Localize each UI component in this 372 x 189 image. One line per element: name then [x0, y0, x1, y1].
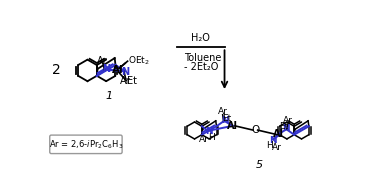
- Text: OEt$_2$: OEt$_2$: [128, 54, 150, 67]
- Text: H: H: [208, 132, 215, 142]
- Text: N: N: [269, 136, 276, 145]
- Text: Al: Al: [227, 121, 238, 131]
- Text: Al: Al: [273, 129, 283, 139]
- Text: 5: 5: [256, 160, 263, 170]
- FancyBboxPatch shape: [50, 135, 122, 154]
- Text: - 2Et₂O: - 2Et₂O: [185, 62, 219, 72]
- Text: Ar: Ar: [218, 107, 228, 116]
- Text: Toluene: Toluene: [185, 53, 222, 64]
- Text: N: N: [102, 64, 110, 74]
- Text: N: N: [205, 127, 212, 136]
- Text: Ar: Ar: [97, 56, 108, 66]
- Text: N: N: [282, 124, 289, 133]
- Text: N: N: [121, 67, 129, 77]
- Text: Et: Et: [127, 76, 137, 86]
- Text: H: H: [266, 141, 273, 150]
- Text: Al: Al: [112, 65, 124, 75]
- Text: Ar: Ar: [199, 135, 209, 144]
- Text: Ar: Ar: [120, 76, 131, 86]
- Text: 1: 1: [106, 91, 113, 101]
- Text: O: O: [251, 125, 260, 135]
- Text: Ar: Ar: [283, 116, 293, 125]
- Text: Ar = 2,6-$i$Pr$_2$C$_6$H$_3$: Ar = 2,6-$i$Pr$_2$C$_6$H$_3$: [49, 138, 123, 151]
- Text: Ar: Ar: [272, 143, 282, 152]
- Text: Et: Et: [222, 114, 231, 123]
- Text: Et: Et: [280, 122, 289, 131]
- Text: H₂O: H₂O: [191, 33, 210, 43]
- Text: N: N: [221, 116, 229, 125]
- Text: 2: 2: [52, 64, 61, 77]
